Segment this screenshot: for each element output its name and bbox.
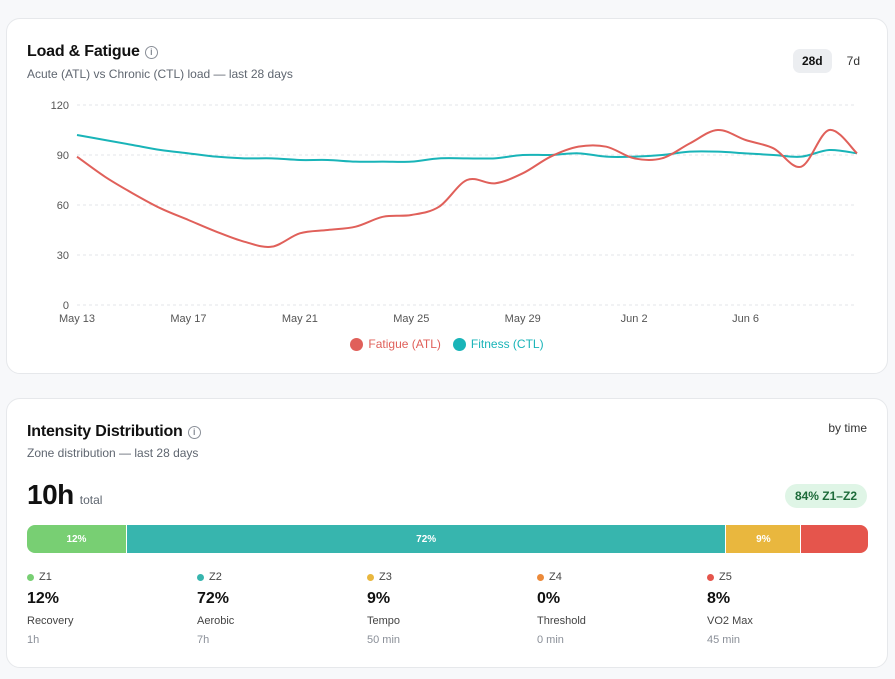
total-time: 10h total (27, 479, 102, 511)
zone-id: Z2 (209, 571, 222, 583)
zone-id: Z1 (39, 571, 52, 583)
zone-bar-segment-z2[interactable]: 72% (126, 525, 727, 553)
load-fatigue-subtitle: Acute (ATL) vs Chronic (CTL) load — last… (27, 67, 293, 81)
x-tick-label: May 13 (59, 313, 95, 325)
y-tick-label: 30 (57, 250, 69, 262)
zone-dot (707, 573, 714, 581)
zone-id: Z3 (379, 571, 392, 583)
by-time-toggle[interactable]: by time (828, 421, 867, 435)
zone-dot (367, 573, 374, 581)
zone-percent: 0% (537, 590, 561, 607)
zone-percent: 8% (707, 590, 731, 607)
zone-stat-header: Z3 (367, 571, 517, 583)
info-icon[interactable]: i (187, 425, 201, 439)
zone-name: VO2 Max (707, 615, 753, 627)
legend-fitness-label: Fitness (CTL) (470, 337, 544, 351)
zone-distribution-bar: 12% 72% 9% (27, 525, 868, 553)
intensity-title-text: Intensity Distribution (27, 423, 183, 440)
fitness-ctl-line (76, 134, 858, 163)
zone-stat-z4: Z4 0% Threshold 0 min (537, 571, 687, 646)
zone-id: Z4 (549, 571, 562, 583)
total-unit: total (79, 493, 103, 507)
zone-dot (197, 573, 204, 581)
zone-stats: Z1 12% Recovery 1h Z2 72% Aerobic 7h Z3 9% Tempo 50… (27, 571, 877, 651)
zone-percent: 12% (27, 590, 60, 607)
zone-time: 7h (197, 634, 210, 646)
zone-stat-z1: Z1 12% Recovery 1h (27, 571, 177, 646)
zone-time: 0 min (537, 634, 564, 646)
range-28d-button[interactable]: 28d (792, 49, 832, 73)
zone-name: Aerobic (197, 615, 235, 627)
legend-fatigue-label: Fatigue (ATL) (368, 337, 441, 351)
z1-z2-badge: 84% Z1–Z2 (784, 484, 867, 508)
load-fatigue-title-text: Load & Fatigue (27, 43, 140, 60)
load-fatigue-line-chart: 0 30 60 90 120 May 13 May 17 May 21 May 25 May 29… (51, 100, 858, 325)
zone-percent: 9% (367, 590, 391, 607)
intensity-title: Intensity Distribution i (27, 423, 201, 441)
intensity-distribution-card: Intensity Distribution i Zone distributi… (6, 398, 888, 668)
zone-dot (537, 573, 544, 581)
zone-bar-segment-z5[interactable] (801, 525, 868, 553)
info-icon[interactable]: i (144, 45, 158, 59)
zone-stat-header: Z4 (537, 571, 687, 583)
y-tick-label: 120 (51, 100, 69, 112)
load-fatigue-card: Load & Fatigue i Acute (ATL) vs Chronic … (6, 18, 888, 374)
zone-stat-header: Z2 (197, 571, 347, 583)
x-tick-label: May 17 (170, 313, 206, 325)
total-value: 10h (27, 479, 74, 510)
legend-item-fatigue[interactable]: Fatigue (ATL) (350, 337, 441, 351)
range-7d-button[interactable]: 7d (846, 54, 860, 68)
zone-time: 45 min (707, 634, 741, 646)
zone-stat-z2: Z2 72% Aerobic 7h (197, 571, 347, 646)
y-tick-label: 90 (57, 150, 69, 162)
zone-stat-header: Z5 (707, 571, 857, 583)
zone-dot (27, 573, 34, 581)
zone-stat-header: Z1 (27, 571, 177, 583)
x-tick-label: May 21 (282, 313, 318, 325)
zone-id: Z5 (719, 571, 732, 583)
legend-item-fitness[interactable]: Fitness (CTL) (452, 337, 544, 351)
x-tick-label: May 25 (393, 313, 429, 325)
x-tick-label: May 29 (505, 313, 541, 325)
zone-name: Threshold (537, 615, 586, 627)
zone-bar-segment-z3[interactable]: 9% (726, 525, 802, 553)
intensity-subtitle: Zone distribution — last 28 days (27, 446, 199, 460)
chart-legend: Fatigue (ATL) Fitness (CTL) (7, 337, 887, 351)
y-tick-label: 60 (57, 200, 69, 212)
legend-fitness-swatch (452, 337, 466, 351)
load-fatigue-title: Load & Fatigue i (27, 43, 158, 61)
zone-name: Recovery (27, 615, 74, 627)
zone-time: 50 min (367, 634, 401, 646)
zone-percent: 72% (197, 590, 230, 607)
zone-stat-z3: Z3 9% Tempo 50 min (367, 571, 517, 646)
fatigue-atl-line (76, 128, 858, 248)
legend-fatigue-swatch (350, 337, 364, 351)
zone-stat-z5: Z5 8% VO2 Max 45 min (707, 571, 857, 646)
x-tick-label: Jun 2 (621, 313, 648, 325)
x-tick-label: Jun 6 (732, 313, 759, 325)
y-tick-label: 0 (63, 300, 69, 312)
zone-bar-segment-z1[interactable]: 12% (27, 525, 127, 553)
zone-time: 1h (27, 634, 40, 646)
zone-name: Tempo (367, 615, 401, 627)
range-toggle: 28d 7d (792, 49, 869, 73)
